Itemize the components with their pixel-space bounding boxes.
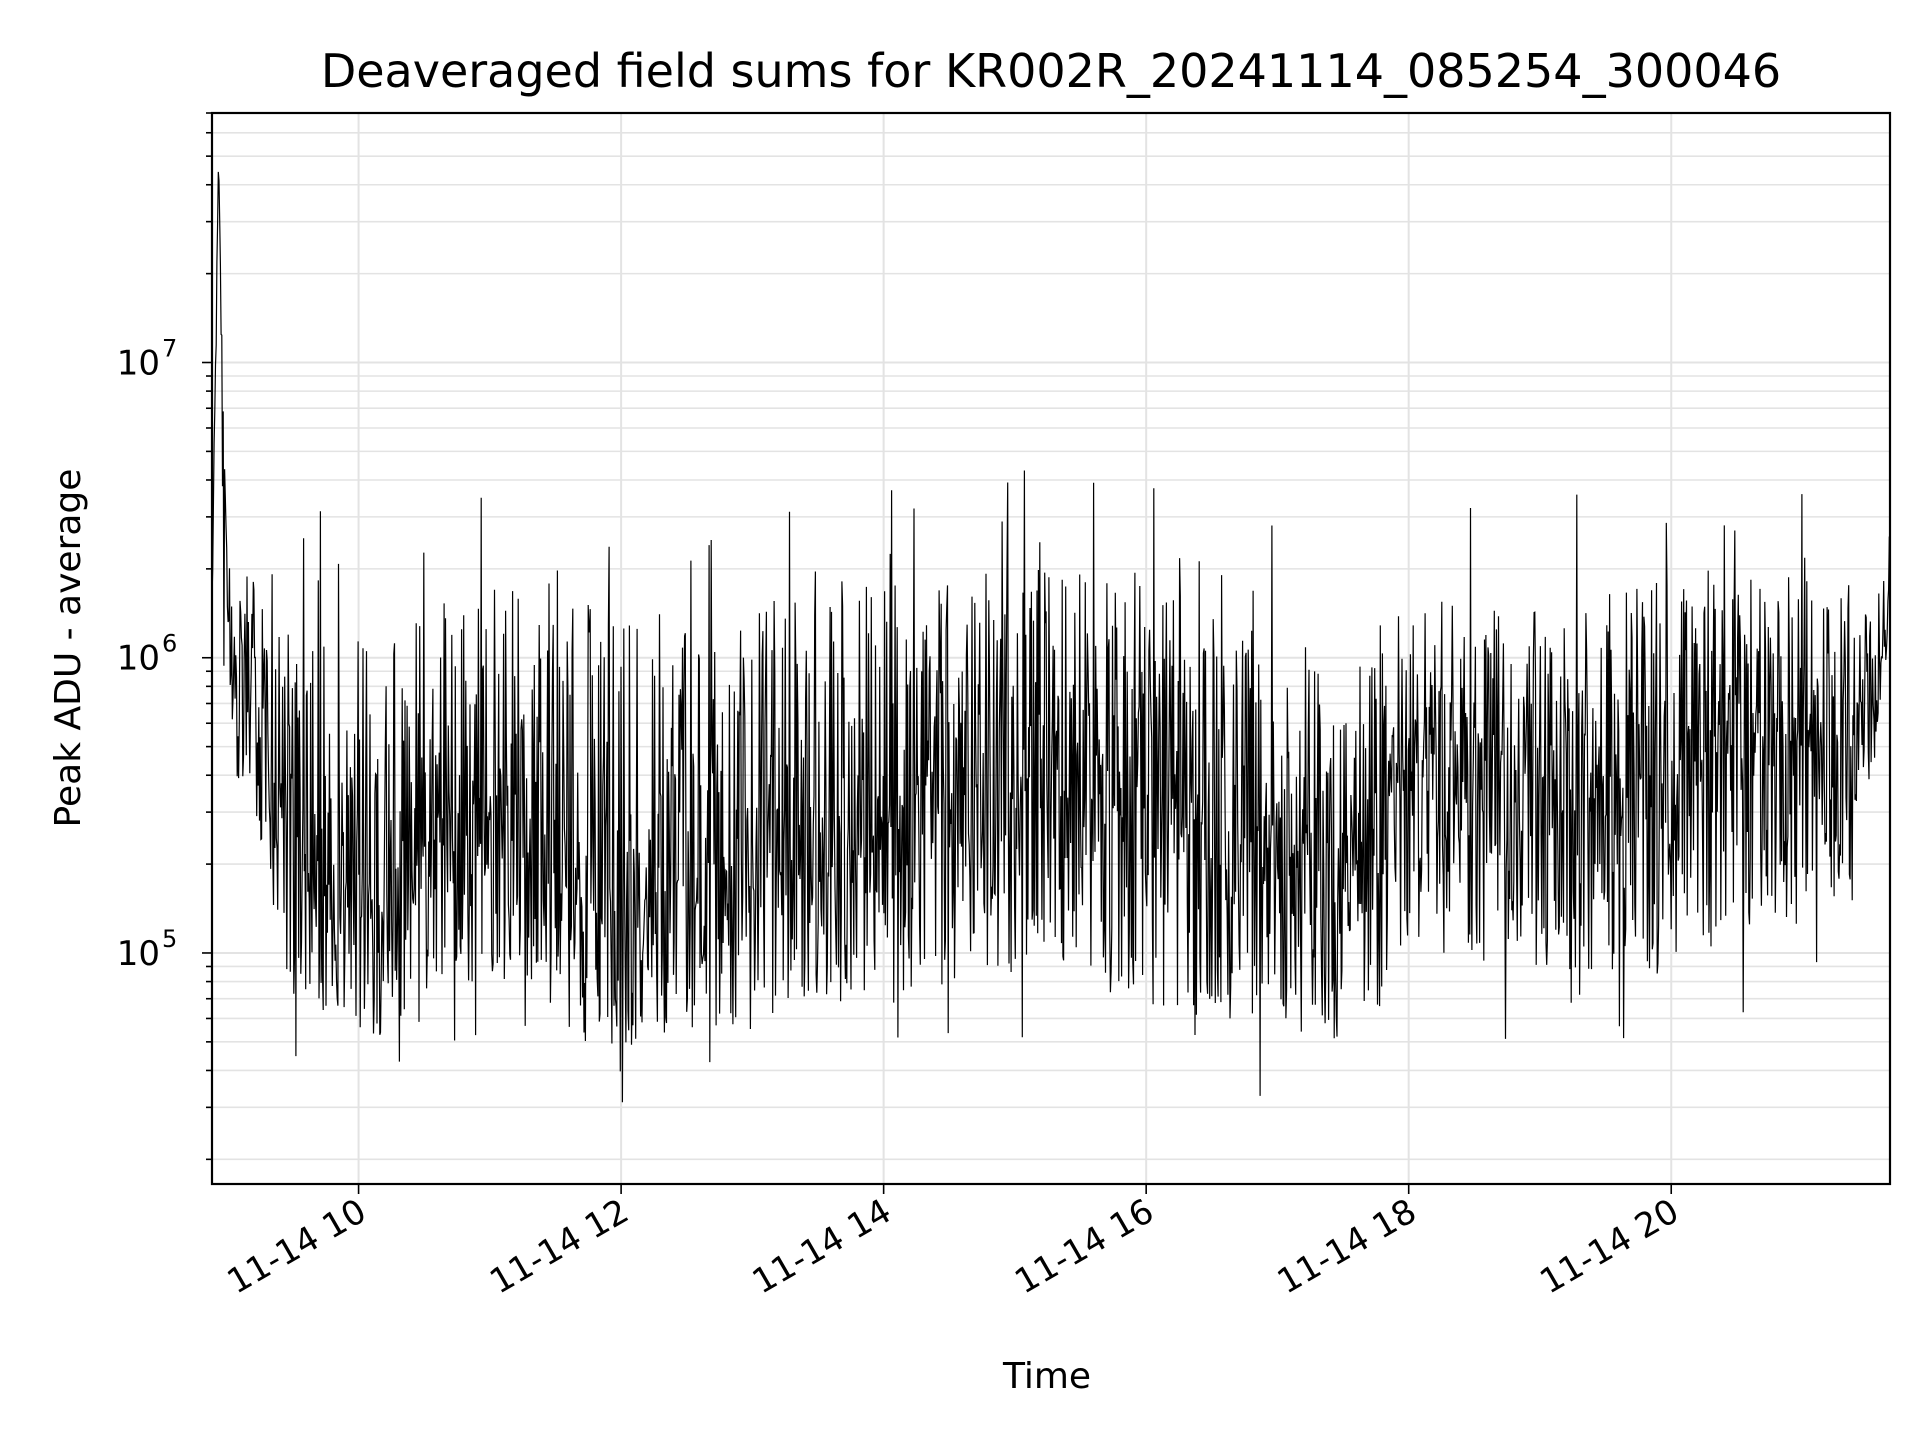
x-axis-label: Time	[1002, 1356, 1091, 1397]
y-tick-label: 10	[117, 344, 160, 384]
y-tick-exponent: 5	[162, 925, 177, 953]
y-tick-label: 10	[117, 639, 160, 679]
data-series	[211, 171, 1891, 1103]
series-line	[211, 171, 1891, 1103]
y-tick-label: 10	[117, 934, 160, 974]
y-tick-exponent: 7	[162, 335, 177, 363]
chart-title: Deaveraged field sums for KR002R_2024111…	[321, 44, 1781, 98]
y-tick-exponent: 6	[162, 630, 177, 658]
plot-frame	[210, 111, 1892, 1186]
y-axis-label: Peak ADU - average	[48, 469, 89, 828]
